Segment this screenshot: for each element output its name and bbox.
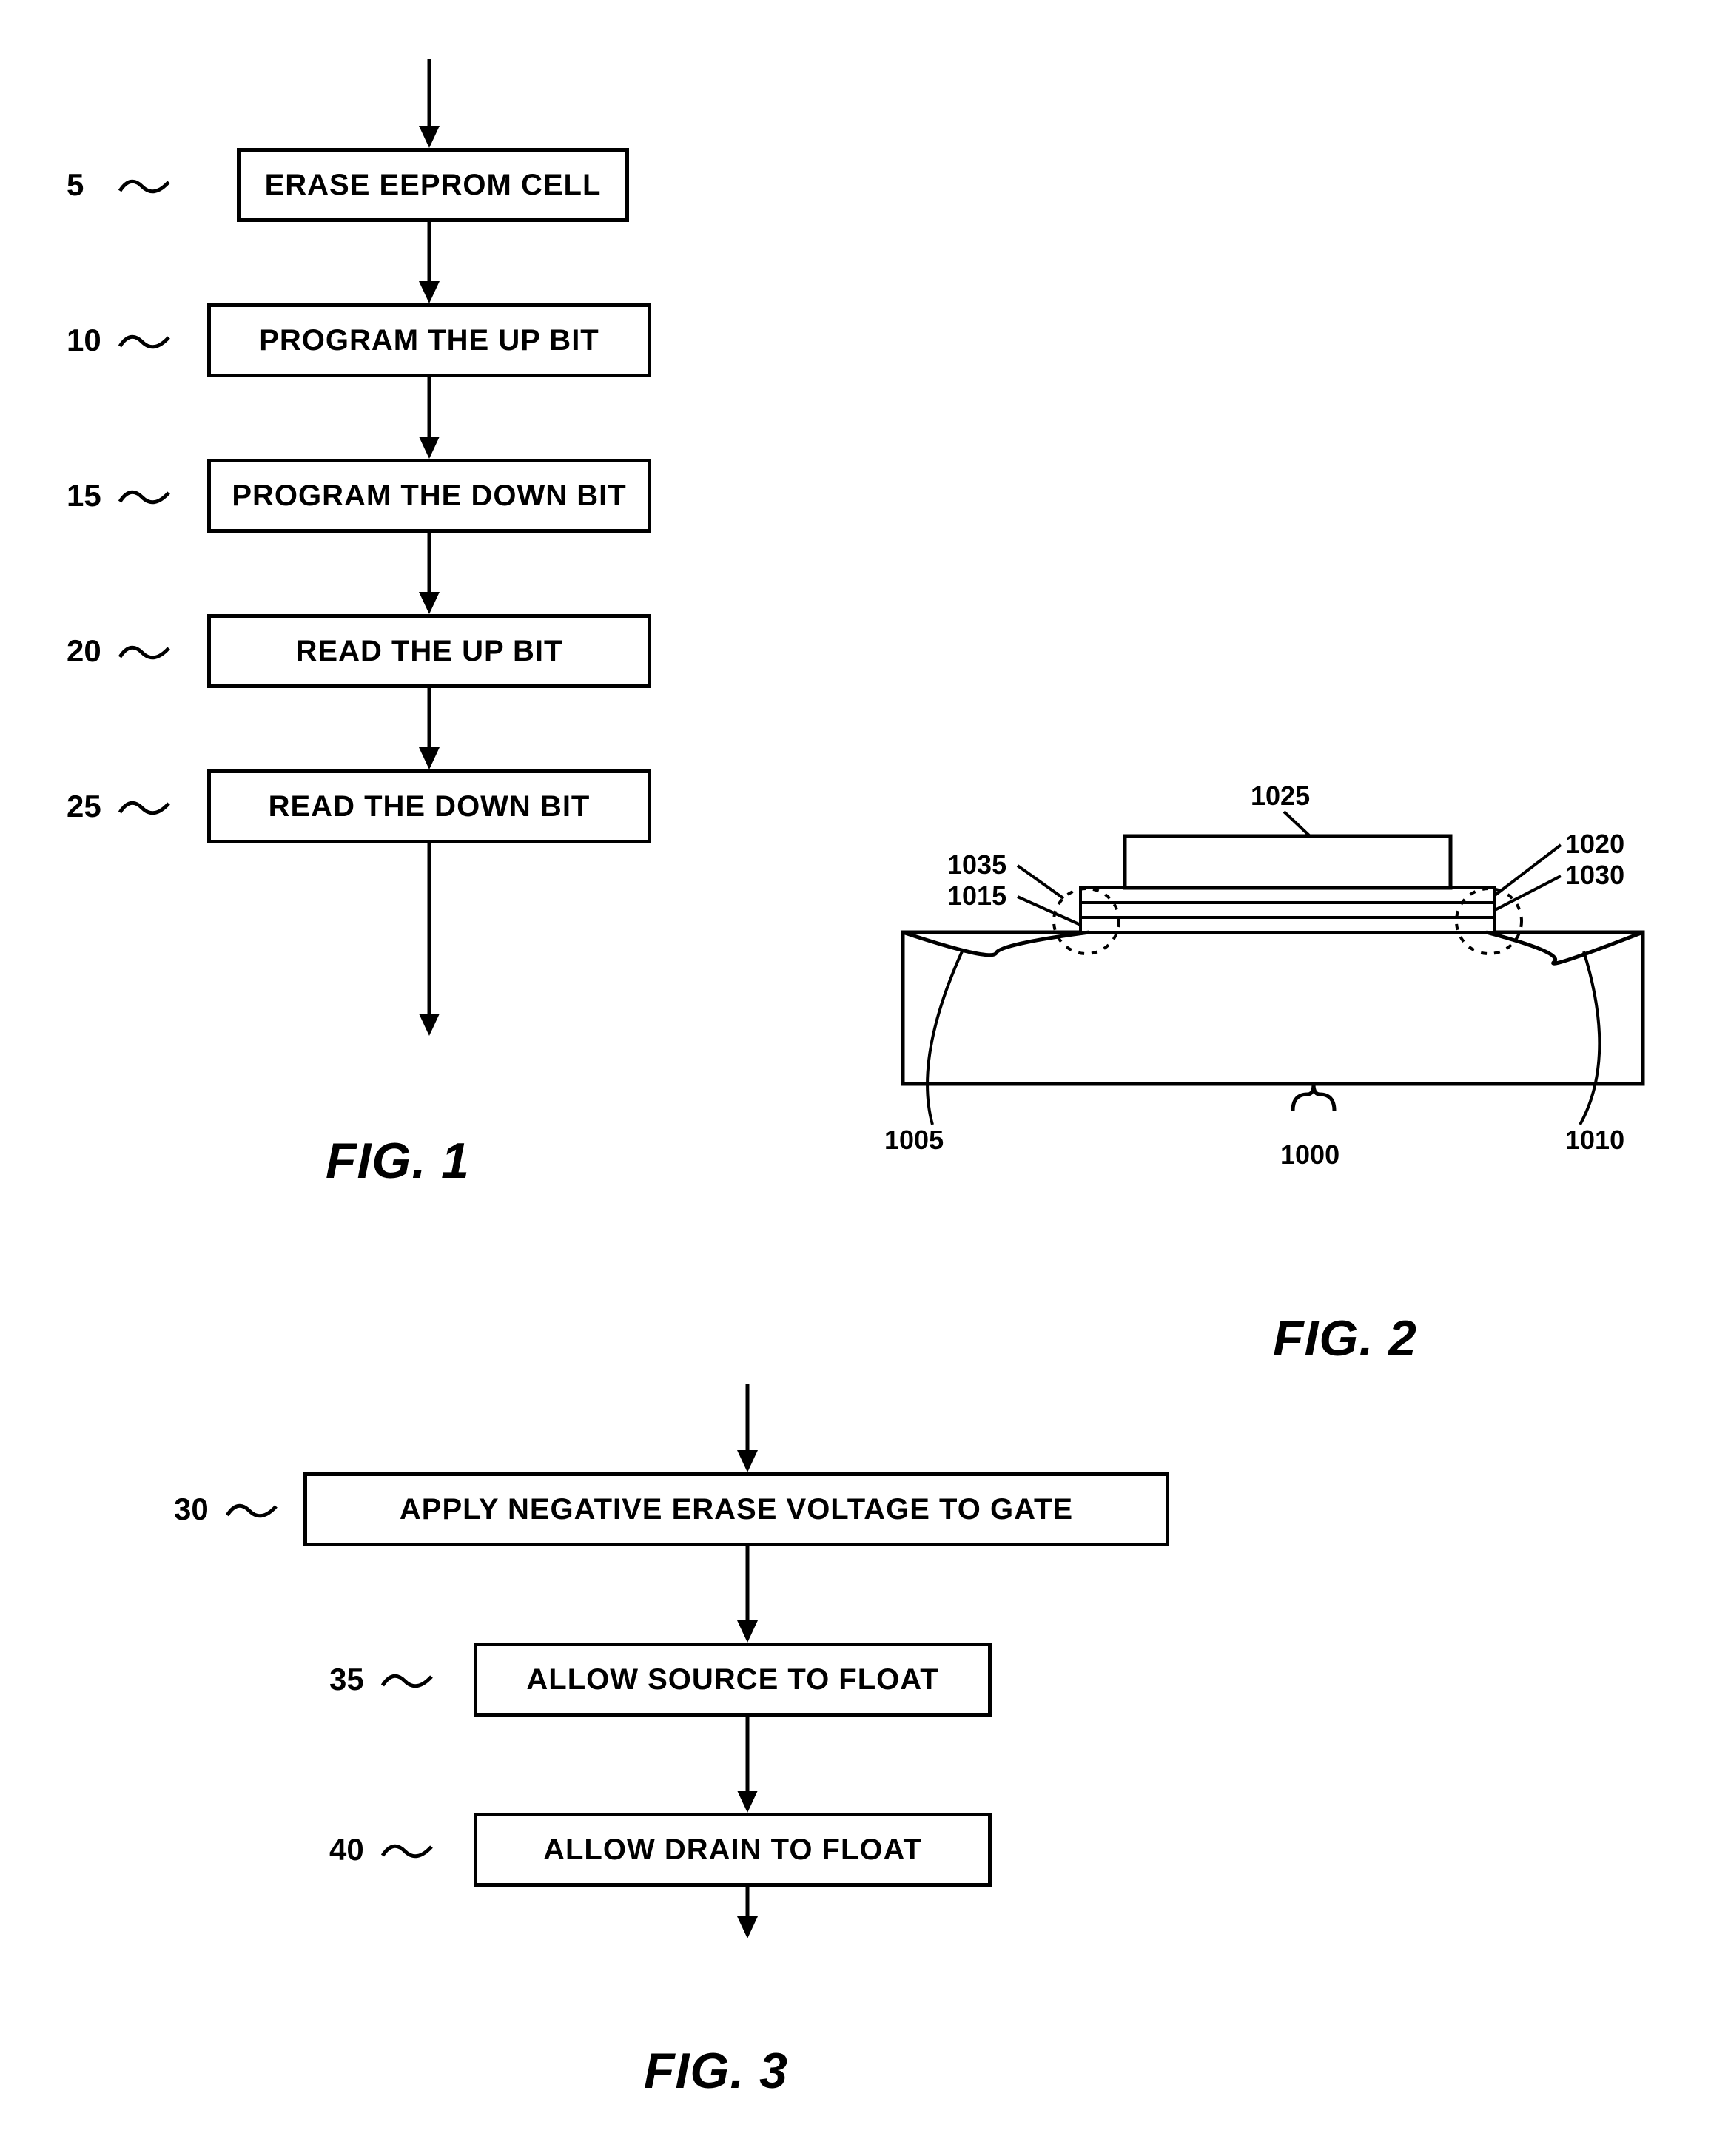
fig1-step-box-3: READ THE UP BIT — [207, 614, 651, 688]
fig3-step-box-2: ALLOW DRAIN TO FLOAT — [474, 1813, 992, 1887]
fig2-label-l1025: 1025 — [1251, 781, 1310, 812]
fig3-step-text-1: ALLOW SOURCE TO FLOAT — [526, 1663, 938, 1697]
fig1-step-text-3: READ THE UP BIT — [296, 635, 563, 668]
fig3-ref-30: 30 — [174, 1492, 209, 1527]
fig2-title: FIG. 2 — [1273, 1310, 1417, 1367]
fig3-step-text-2: ALLOW DRAIN TO FLOAT — [543, 1833, 922, 1867]
fig2-label-l1030: 1030 — [1565, 860, 1624, 891]
fig1-step-text-4: READ THE DOWN BIT — [269, 790, 591, 823]
fig1-ref-10: 10 — [67, 323, 101, 358]
fig3-ref-40: 40 — [329, 1832, 364, 1867]
fig3-ref-35: 35 — [329, 1662, 364, 1697]
fig1-step-text-0: ERASE EEPROM CELL — [265, 169, 602, 202]
fig1-ref-25: 25 — [67, 789, 101, 824]
fig2-label-l1005: 1005 — [884, 1125, 944, 1156]
fig3-step-box-1: ALLOW SOURCE TO FLOAT — [474, 1643, 992, 1717]
fig1-step-text-2: PROGRAM THE DOWN BIT — [232, 479, 626, 513]
fig2-label-l1000: 1000 — [1280, 1139, 1339, 1170]
fig3-step-text-0: APPLY NEGATIVE ERASE VOLTAGE TO GATE — [400, 1493, 1073, 1526]
fig2-label-l1010: 1010 — [1565, 1125, 1624, 1156]
fig2-label-l1020: 1020 — [1565, 829, 1624, 860]
fig3-title: FIG. 3 — [644, 2042, 788, 2100]
fig1-ref-5: 5 — [67, 167, 84, 203]
fig1-step-box-4: READ THE DOWN BIT — [207, 769, 651, 843]
fig1-ref-15: 15 — [67, 478, 101, 513]
fig1-step-box-0: ERASE EEPROM CELL — [237, 148, 629, 222]
fig1-step-box-2: PROGRAM THE DOWN BIT — [207, 459, 651, 533]
fig1-ref-20: 20 — [67, 633, 101, 669]
fig1-step-box-1: PROGRAM THE UP BIT — [207, 303, 651, 377]
fig1-title: FIG. 1 — [326, 1132, 470, 1190]
fig2-label-l1015: 1015 — [947, 880, 1006, 912]
fig2-label-l1035: 1035 — [947, 849, 1006, 880]
fig1-step-text-1: PROGRAM THE UP BIT — [259, 324, 599, 357]
fig3-step-box-0: APPLY NEGATIVE ERASE VOLTAGE TO GATE — [303, 1472, 1169, 1546]
diagram-canvas: ERASE EEPROM CELL 5 PROGRAM THE UP BIT 10 PR… — [0, 0, 1711, 2156]
